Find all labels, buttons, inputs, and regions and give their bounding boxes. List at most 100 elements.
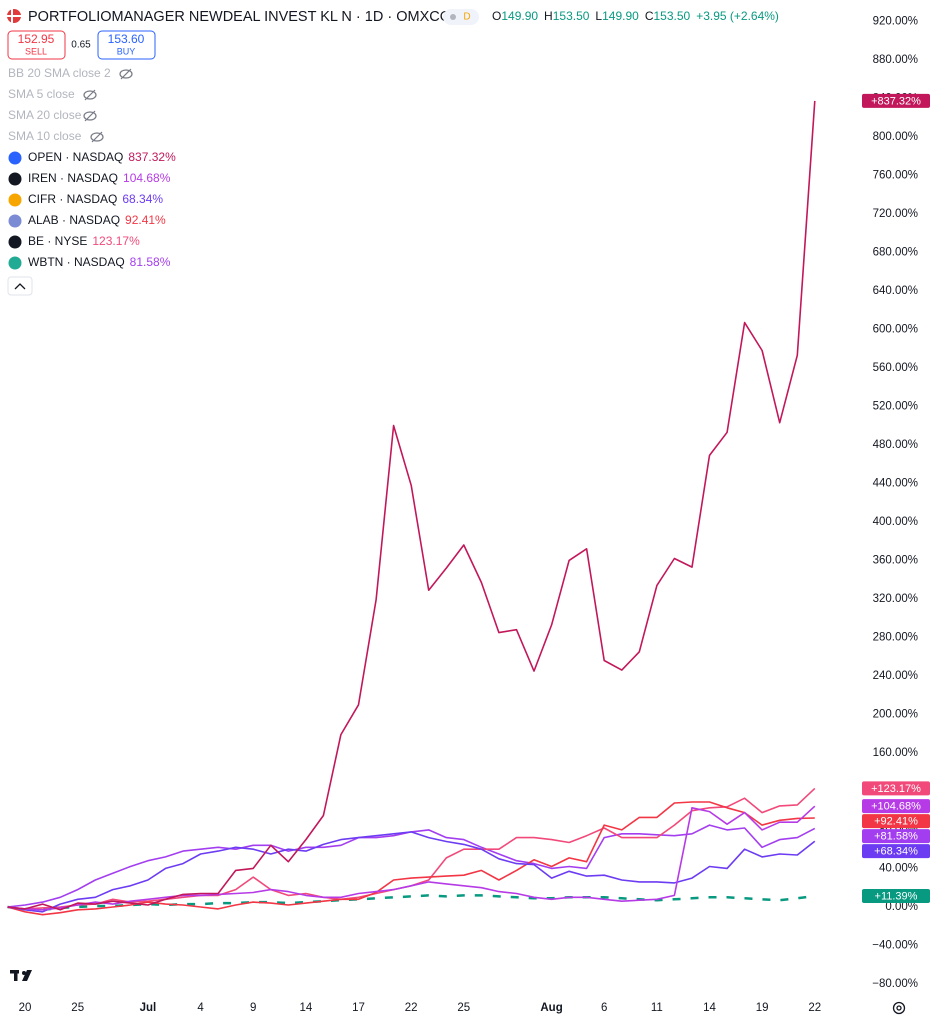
value-badge-label: +68.34%	[874, 846, 918, 858]
y-tick-label: 520.00%	[873, 400, 918, 412]
sell-label: SELL	[25, 46, 47, 56]
eye-icon	[83, 90, 97, 100]
y-tick-label: 720.00%	[873, 208, 918, 220]
visibility-toggle[interactable]	[119, 68, 133, 80]
eye-slash	[84, 110, 96, 122]
value-badge	[862, 781, 930, 796]
legend-name: OPEN · NASDAQ	[28, 150, 123, 164]
value-badge-label: +11.39%	[875, 890, 918, 902]
legend-value: 92.41%	[125, 213, 166, 227]
y-tick-label: 400.00%	[873, 516, 918, 528]
legend-entry[interactable]: WBTN · NASDAQ 81.58%	[28, 255, 171, 269]
y-tick-label: 320.00%	[873, 593, 918, 605]
x-tick-label: 14	[299, 1002, 312, 1014]
sell-price: 152.95	[18, 32, 55, 46]
legend-value: 104.68%	[123, 171, 171, 185]
y-tick-label: 360.00%	[873, 554, 918, 566]
y-tick-label: 760.00%	[873, 169, 918, 181]
visibility-toggle[interactable]	[90, 131, 104, 143]
value-badge-label: +837.32%	[871, 95, 921, 107]
ohlc-key: H	[544, 9, 553, 23]
value-badge	[862, 888, 930, 903]
ohlc-value: 153.50	[553, 9, 590, 23]
buy-price: 153.60	[108, 32, 145, 46]
y-tick-label: 440.00%	[873, 477, 918, 489]
y-tick-label: 640.00%	[873, 285, 918, 297]
legend-entry[interactable]: CIFR · NASDAQ 68.34%	[28, 192, 163, 206]
ohlc-value: 149.90	[501, 9, 538, 23]
eye-slash	[91, 131, 103, 143]
y-tick-label: 560.00%	[873, 362, 918, 374]
x-tick-label: 17	[352, 1002, 365, 1014]
y-tick-label: 600.00%	[873, 323, 918, 335]
buy-button[interactable]	[97, 30, 156, 60]
legend-entry[interactable]: OPEN · NASDAQ 837.32%	[28, 150, 176, 164]
series-line	[7, 831, 816, 913]
legend-name: IREN · NASDAQ	[28, 171, 118, 185]
ohlc-key: C	[645, 9, 654, 23]
ohlc-value: 149.90	[602, 9, 639, 23]
legend-entry[interactable]: BE · NYSE 123.17%	[28, 234, 140, 248]
y-tick-label: 920.00%	[873, 15, 918, 27]
spread: 0.65	[71, 40, 91, 51]
value-badge	[862, 799, 930, 814]
buy-label: BUY	[117, 46, 136, 56]
plot	[7, 100, 816, 916]
y-tick-label: 800.00%	[873, 131, 918, 143]
eye-slash	[84, 89, 96, 101]
indicator-label: SMA 5 close	[8, 87, 75, 101]
sell-button[interactable]	[7, 30, 66, 60]
legend-entry[interactable]: IREN · NASDAQ 104.68%	[28, 171, 171, 185]
y-tick-label: 160.00%	[873, 747, 918, 759]
collapse-icon	[14, 283, 26, 290]
status-pill[interactable]	[443, 9, 479, 25]
legend-entry[interactable]: ALAB · NASDAQ 92.41%	[28, 213, 166, 227]
indicator-label: BB 20 SMA close 2	[8, 66, 111, 80]
x-tick-label: 22	[808, 1002, 821, 1014]
y-tick-label: 680.00%	[873, 246, 918, 258]
y-tick-label: 40.00%	[879, 862, 918, 874]
y-tick-label: −80.00%	[872, 978, 918, 990]
x-tick-label: 9	[250, 1002, 256, 1014]
symbol-flag	[7, 9, 21, 23]
legend-value: 837.32%	[128, 150, 176, 164]
legend-icon	[8, 172, 22, 186]
status-dot	[450, 14, 456, 20]
symbol-title[interactable]: PORTFOLIOMANAGER NEWDEAL INVEST KL N · 1…	[28, 9, 461, 25]
x-tick-label: Jul	[140, 1002, 157, 1014]
visibility-toggle[interactable]	[83, 89, 97, 101]
legend-value: 81.58%	[130, 255, 171, 269]
value-badge-label: +81.58%	[874, 831, 918, 843]
legend-icon	[8, 151, 22, 165]
value-badge	[862, 93, 930, 108]
y-tick-label: −40.00%	[872, 939, 918, 951]
legend-name: ALAB · NASDAQ	[28, 213, 120, 227]
ohlc-value: 153.50	[653, 9, 690, 23]
value-badge	[862, 829, 930, 844]
legend-icon	[8, 256, 22, 270]
ohlc-key: O	[492, 9, 501, 23]
visibility-toggle[interactable]	[83, 110, 97, 122]
x-tick-label: 19	[756, 1002, 769, 1014]
value-badge-label: +123.17%	[871, 783, 921, 795]
legend-value: 68.34%	[122, 192, 163, 206]
settings-icon[interactable]	[892, 1001, 906, 1015]
x-tick-label: 22	[405, 1002, 418, 1014]
eye-icon	[119, 69, 133, 79]
series-line	[7, 894, 815, 912]
x-tick-label: 4	[197, 1002, 204, 1014]
value-badge	[862, 844, 930, 859]
value-badge	[862, 814, 930, 829]
series-line	[7, 805, 816, 911]
y-tick-label: 240.00%	[873, 670, 918, 682]
value-badge-label: +92.41%	[874, 816, 918, 828]
y-tick-label: 0.00%	[885, 901, 918, 913]
legend-name: BE · NYSE	[28, 234, 87, 248]
collapse-button[interactable]	[7, 276, 33, 296]
x-tick-label: 25	[457, 1002, 470, 1014]
y-tick-label: 480.00%	[873, 439, 918, 451]
ohlc-change: +3.95 (+2.64%)	[696, 9, 779, 23]
x-tick-label: 14	[703, 1002, 716, 1014]
x-tick-label: 11	[651, 1002, 663, 1014]
